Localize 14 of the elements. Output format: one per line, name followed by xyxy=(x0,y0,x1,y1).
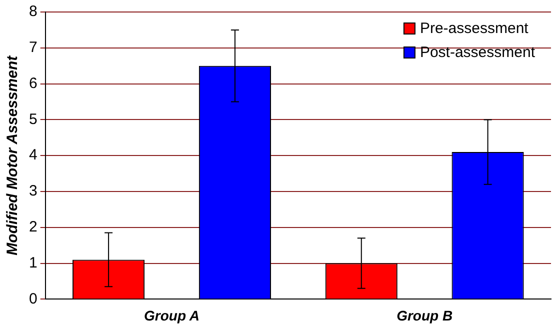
y-tick-label: 2 xyxy=(29,218,38,236)
x-tick-label: Group A xyxy=(144,307,200,324)
y-tick-label: 8 xyxy=(29,3,38,20)
y-tick-label: 6 xyxy=(29,74,38,92)
y-tick-label: 4 xyxy=(29,146,38,164)
y-tick-label: 7 xyxy=(29,39,38,56)
x-tick-label: Group B xyxy=(396,307,453,324)
y-tick-label: 0 xyxy=(29,290,38,308)
y-tick-label: 1 xyxy=(29,254,38,272)
legend-label: Pre-assessment xyxy=(420,20,530,38)
y-tick-label: 3 xyxy=(29,182,38,200)
y-tick-label: 5 xyxy=(29,110,38,128)
legend-label: Post-assessment xyxy=(420,44,536,62)
y-axis-title: Modified Motor Assessment xyxy=(4,54,22,256)
